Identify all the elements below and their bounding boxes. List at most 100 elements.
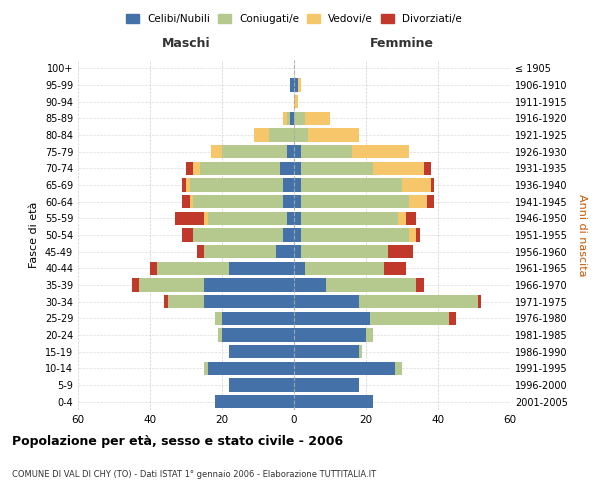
Bar <box>294 212 301 225</box>
Bar <box>294 78 298 92</box>
Bar <box>204 278 294 291</box>
Bar <box>305 262 384 275</box>
Bar <box>294 178 301 192</box>
Bar <box>215 312 222 325</box>
Bar <box>366 328 373 342</box>
Bar <box>229 262 294 275</box>
Bar <box>294 245 301 258</box>
Bar <box>193 195 283 208</box>
Bar <box>427 195 434 208</box>
Bar <box>370 312 449 325</box>
Bar <box>424 162 431 175</box>
Bar <box>139 278 204 291</box>
Bar <box>359 295 478 308</box>
Bar <box>301 145 352 158</box>
Bar <box>254 128 269 141</box>
Legend: Celibi/Nubili, Coniugati/e, Vedovi/e, Divorziati/e: Celibi/Nubili, Coniugati/e, Vedovi/e, Di… <box>122 10 466 29</box>
Bar <box>283 112 287 125</box>
Bar <box>402 178 431 192</box>
Text: Popolazione per età, sesso e stato civile - 2006: Popolazione per età, sesso e stato civil… <box>12 435 343 448</box>
Bar <box>301 228 409 241</box>
Bar <box>204 295 294 308</box>
Bar <box>409 228 416 241</box>
Bar <box>200 162 280 175</box>
Bar <box>301 195 409 208</box>
Bar <box>301 212 398 225</box>
Bar <box>222 145 287 158</box>
Bar <box>294 362 395 375</box>
Bar <box>287 212 294 225</box>
Bar <box>283 178 294 192</box>
Bar <box>186 178 190 192</box>
Bar <box>204 212 208 225</box>
Bar <box>276 245 294 258</box>
Bar <box>294 128 308 141</box>
Bar <box>204 245 276 258</box>
Bar <box>164 295 168 308</box>
Bar <box>395 362 402 375</box>
Bar <box>359 345 362 358</box>
Bar <box>305 112 330 125</box>
Bar <box>406 212 416 225</box>
Bar <box>388 245 413 258</box>
Bar <box>373 162 424 175</box>
Bar <box>294 195 301 208</box>
Bar <box>229 345 294 358</box>
Bar <box>222 312 294 325</box>
Bar <box>190 178 283 192</box>
Bar <box>294 295 359 308</box>
Bar <box>294 278 326 291</box>
Bar <box>168 295 204 308</box>
Bar <box>175 212 204 225</box>
Text: Maschi: Maschi <box>161 37 211 50</box>
Bar <box>294 262 305 275</box>
Bar <box>280 162 294 175</box>
Bar <box>287 112 290 125</box>
Bar <box>215 395 294 408</box>
Bar <box>208 362 294 375</box>
Bar <box>478 295 481 308</box>
Bar <box>290 112 294 125</box>
Text: COMUNE DI VAL DI CHY (TO) - Dati ISTAT 1° gennaio 2006 - Elaborazione TUTTITALIA: COMUNE DI VAL DI CHY (TO) - Dati ISTAT 1… <box>12 470 376 479</box>
Bar <box>218 328 222 342</box>
Bar <box>449 312 456 325</box>
Bar <box>197 245 204 258</box>
Bar <box>193 228 283 241</box>
Bar <box>269 128 294 141</box>
Bar <box>283 195 294 208</box>
Bar <box>193 162 200 175</box>
Bar <box>298 78 301 92</box>
Bar <box>283 228 294 241</box>
Bar <box>182 228 193 241</box>
Bar <box>222 328 294 342</box>
Bar <box>211 145 222 158</box>
Bar <box>290 78 294 92</box>
Y-axis label: Anni di nascita: Anni di nascita <box>577 194 587 276</box>
Bar <box>294 328 366 342</box>
Bar <box>157 262 229 275</box>
Bar <box>208 212 287 225</box>
Bar <box>190 195 193 208</box>
Bar <box>132 278 139 291</box>
Bar <box>416 278 424 291</box>
Bar <box>308 128 359 141</box>
Bar <box>182 178 186 192</box>
Bar <box>301 245 388 258</box>
Bar <box>294 228 301 241</box>
Bar <box>294 345 359 358</box>
Bar <box>294 145 301 158</box>
Bar <box>384 262 406 275</box>
Bar <box>186 162 193 175</box>
Bar <box>294 395 373 408</box>
Bar <box>301 162 373 175</box>
Bar <box>294 95 298 108</box>
Bar <box>294 312 370 325</box>
Bar <box>182 195 190 208</box>
Bar <box>204 362 208 375</box>
Bar <box>294 378 359 392</box>
Text: Femmine: Femmine <box>370 37 434 50</box>
Bar <box>431 178 434 192</box>
Bar <box>150 262 157 275</box>
Bar <box>352 145 409 158</box>
Bar <box>398 212 406 225</box>
